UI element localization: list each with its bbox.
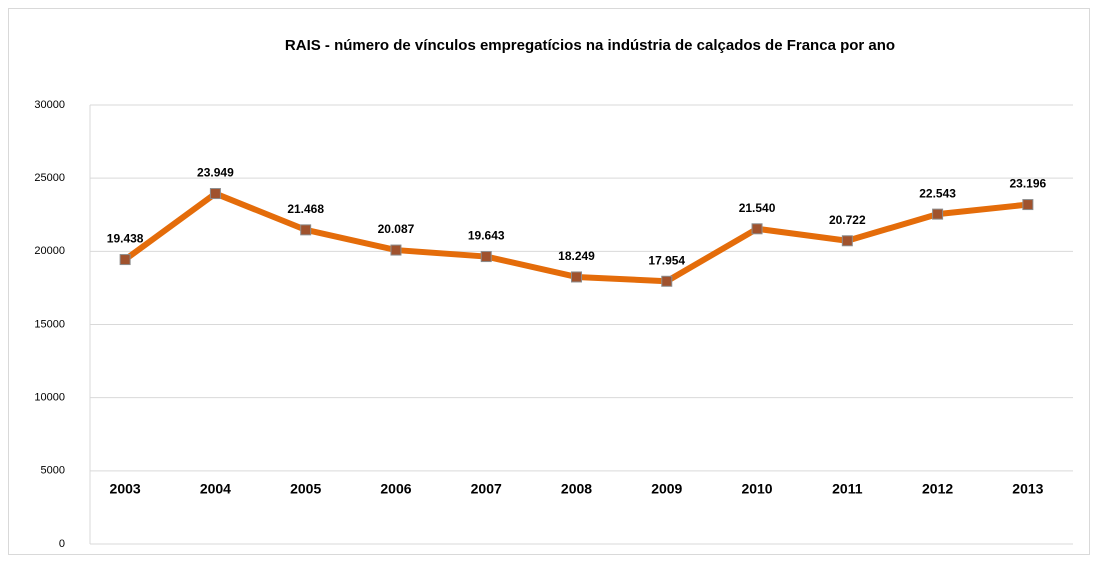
marker — [390, 244, 402, 256]
marker — [300, 224, 312, 236]
data-label: 21.468 — [287, 202, 324, 216]
data-label: 20.087 — [378, 222, 415, 236]
marker — [119, 254, 131, 266]
marker — [661, 275, 673, 287]
data-label: 18.249 — [558, 249, 595, 263]
chart-border — [8, 8, 1090, 555]
y-tick-label: 30000 — [34, 99, 65, 111]
marker — [751, 223, 763, 235]
data-label: 21.540 — [739, 201, 776, 215]
x-tick-label: 2012 — [922, 481, 953, 497]
x-tick-label: 2005 — [290, 481, 321, 497]
x-tick-label: 2004 — [200, 481, 231, 497]
marker — [932, 208, 944, 220]
y-tick-label: 0 — [59, 538, 65, 550]
x-tick-label: 2008 — [561, 481, 592, 497]
y-tick-label: 20000 — [34, 245, 65, 257]
data-label: 19.643 — [468, 229, 505, 243]
y-tick-label: 5000 — [41, 465, 65, 477]
x-tick-label: 2009 — [651, 481, 682, 497]
data-label: 19.438 — [107, 232, 144, 246]
marker — [841, 235, 853, 247]
data-label: 20.722 — [829, 213, 866, 227]
y-tick-label: 15000 — [34, 318, 65, 330]
data-label: 23.196 — [1010, 177, 1047, 191]
chart-title: RAIS - número de vínculos empregatícios … — [285, 37, 895, 54]
y-tick-label: 25000 — [34, 172, 65, 184]
marker — [571, 271, 582, 283]
x-tick-label: 2011 — [832, 481, 863, 497]
data-label: 22.543 — [919, 186, 956, 200]
x-tick-label: 2007 — [471, 481, 502, 497]
y-tick-label: 10000 — [34, 392, 65, 404]
x-tick-label: 2006 — [380, 481, 411, 497]
marker — [480, 251, 492, 263]
x-tick-label: 2010 — [741, 481, 772, 497]
marker — [209, 188, 221, 200]
data-label: 23.949 — [197, 166, 234, 180]
x-tick-label: 2003 — [110, 481, 141, 497]
marker — [1022, 199, 1034, 211]
data-label: 17.954 — [648, 253, 685, 267]
x-tick-label: 2013 — [1012, 481, 1043, 497]
